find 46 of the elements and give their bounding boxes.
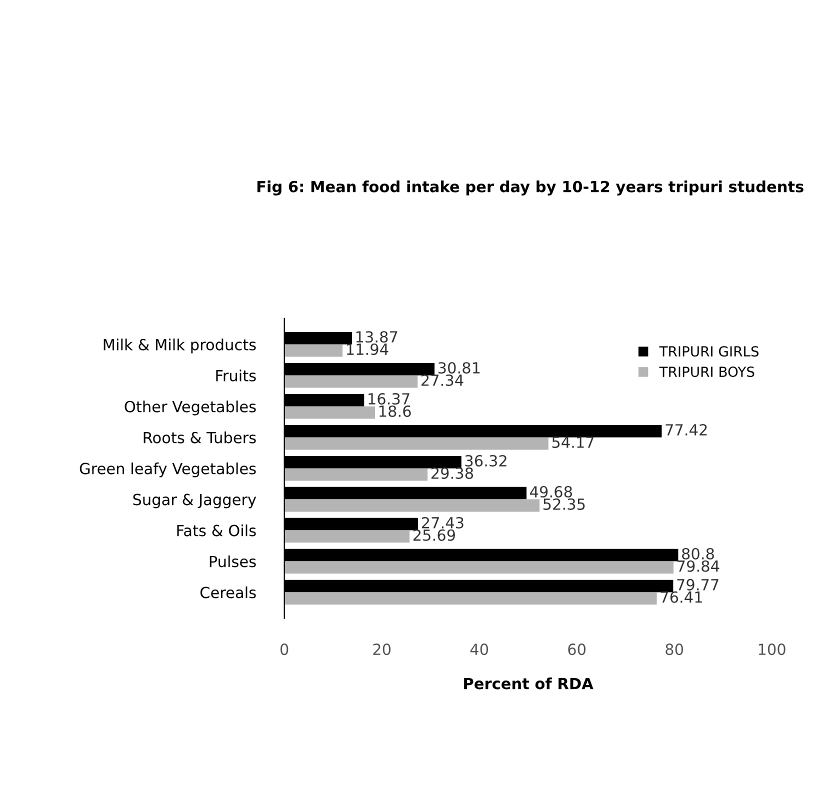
data-label: 36.32 [465, 455, 506, 467]
bar [284, 592, 657, 605]
data-label: 79.84 [678, 560, 720, 572]
data-label: 27.34 [422, 374, 464, 386]
bar [284, 406, 376, 419]
bar [284, 499, 540, 512]
x-tick-label: 80 [666, 644, 684, 656]
y-tick-label: Green leafy Vegetables [80, 462, 256, 478]
data-label: 25.69 [413, 529, 456, 541]
data-label: 52.35 [543, 498, 585, 510]
y-tick-label: Pulses [210, 555, 256, 568]
x-tick-label: 20 [373, 644, 391, 656]
legend-label: TRIPURI BOYS [659, 366, 754, 378]
legend-label: TRIPURI GIRLS [659, 346, 759, 357]
data-label: 29.38 [431, 467, 474, 479]
x-tick-label: 100 [758, 644, 786, 656]
bar [284, 530, 410, 543]
bar [284, 468, 428, 481]
data-label: 76.41 [660, 591, 702, 603]
data-label: 18.6 [379, 405, 411, 417]
x-tick-label: 40 [470, 644, 488, 656]
bar [284, 344, 343, 357]
data-label: 54.17 [552, 436, 594, 448]
y-tick-label: Sugar & Jaggery [133, 494, 256, 508]
data-label: 77.42 [666, 424, 707, 436]
y-tick-label: Roots & Tubers [144, 432, 256, 444]
x-axis-title: Percent of RDA [464, 678, 594, 690]
y-tick-label: Cereals [200, 586, 256, 598]
bar [284, 437, 548, 450]
y-tick-label: Fats & Oils [177, 524, 256, 536]
data-label: 27.43 [422, 516, 464, 529]
data-label: 79.77 [677, 578, 718, 590]
x-tick-label: 60 [568, 644, 586, 656]
data-label: 16.37 [368, 393, 410, 405]
data-label: 80.8 [682, 548, 714, 560]
y-tick-label: Other Vegetables [124, 400, 256, 416]
data-label: 30.81 [438, 362, 480, 374]
x-tick-label: 0 [280, 644, 288, 656]
y-tick-label: Milk & Milk products [104, 338, 256, 354]
data-label: 13.87 [356, 331, 398, 343]
chart-title: Fig 6: Mean food intake per day by 10-12 years tripuri students [257, 180, 804, 196]
data-label: 49.68 [530, 486, 572, 498]
y-tick-label: Fruits [216, 370, 256, 382]
bar [284, 561, 674, 574]
bar [284, 375, 418, 388]
data-label: 11.94 [347, 343, 388, 356]
